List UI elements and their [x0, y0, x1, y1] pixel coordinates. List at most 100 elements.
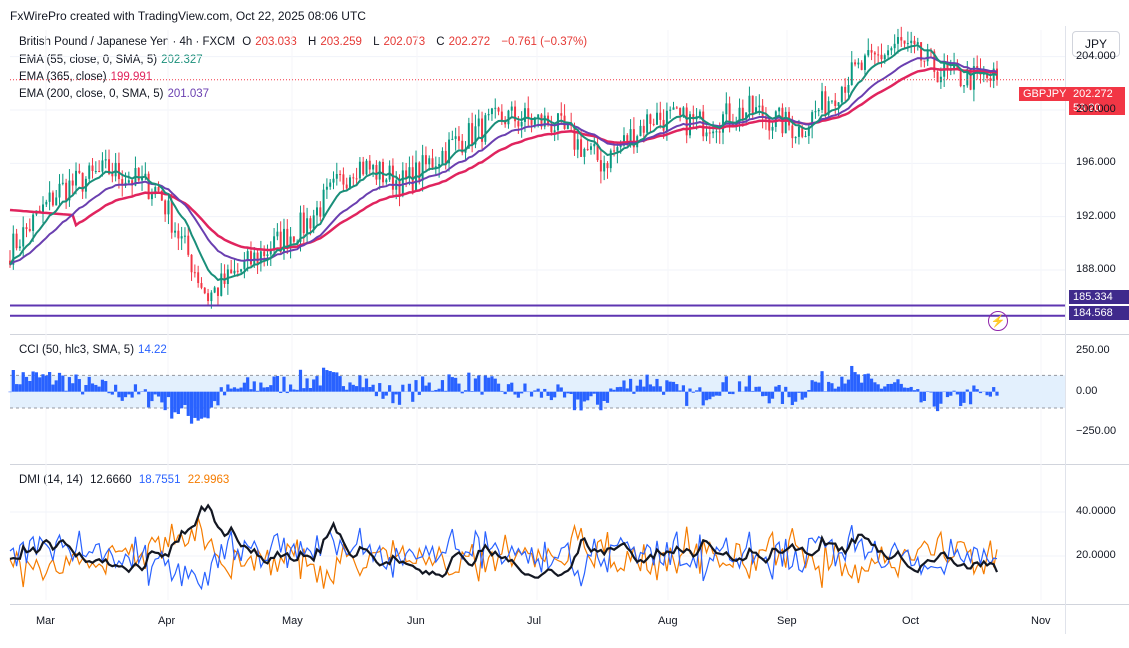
candle-body [174, 230, 177, 233]
cci-bar [846, 379, 851, 392]
candle-body [302, 212, 305, 234]
cci-bar [407, 383, 412, 392]
cci-bar [450, 377, 454, 392]
cci-bar [902, 387, 907, 392]
cci-bar [71, 383, 75, 392]
cci-bar [721, 382, 725, 392]
candle-body [220, 273, 223, 296]
cci-bar [803, 391, 808, 398]
cci-bar [186, 391, 190, 416]
candle-body [312, 215, 315, 229]
lightning-icon[interactable]: ⚡ [988, 311, 1008, 331]
cci-bar [975, 389, 979, 392]
candle-body [352, 177, 355, 179]
cci-bar [536, 388, 540, 392]
cci-bar [246, 377, 250, 392]
cci-bar [127, 391, 131, 395]
cci-bar [335, 372, 339, 392]
cci-bar [143, 389, 147, 392]
cci-bar [123, 391, 128, 398]
price-tick-label: 192.000 [1076, 209, 1116, 222]
cci-bar [302, 388, 306, 392]
price-tick-label: 196.000 [1076, 156, 1116, 169]
candle-body [147, 173, 150, 200]
cci-bar [189, 391, 194, 424]
candle-body [48, 192, 51, 202]
candle-body [722, 114, 725, 133]
cci-bar [315, 376, 319, 392]
candle-body [22, 227, 25, 247]
candle-body [497, 107, 500, 112]
cci-bar [836, 386, 841, 392]
ema200-line [9, 56, 998, 266]
candle-body [791, 125, 794, 139]
candle-body [375, 164, 378, 180]
candle-body [933, 51, 936, 72]
cci-bar [632, 391, 636, 394]
cci-pane [8, 365, 1065, 424]
currency-button[interactable]: JPY [1072, 31, 1120, 57]
cci-bar [724, 376, 728, 392]
cci-bar [8, 391, 12, 393]
candle-body [355, 178, 358, 180]
dmi-legend[interactable]: DMI (14, 14) 12.6660 18.7551 22.9963 [19, 474, 230, 486]
cci-bar [374, 391, 379, 397]
cci-bar [28, 380, 32, 392]
candle-body [675, 107, 678, 109]
cci-bar [909, 386, 913, 392]
cci-bar [364, 378, 369, 392]
cci-bar [176, 391, 180, 414]
time-tick-label: Sep [777, 615, 797, 627]
cci-bar [236, 388, 240, 392]
candle-body [659, 112, 662, 120]
candle-body [656, 112, 658, 125]
cci-bar [434, 389, 438, 392]
candle-body [200, 283, 203, 288]
cci-bar [711, 391, 715, 397]
candle-body [616, 147, 619, 152]
candle-body [75, 170, 78, 186]
cci-bar [645, 374, 649, 392]
candle-body [263, 251, 266, 257]
cci-bar [886, 383, 890, 392]
candle-body [438, 164, 441, 167]
cci-bar [794, 391, 798, 402]
candle-body [213, 287, 216, 293]
candle-body [276, 231, 279, 237]
symbol-name[interactable]: British Pound / Japanese Yen · 4h · FXCM [19, 36, 236, 48]
cci-bar [447, 374, 451, 392]
cci-bar [275, 376, 279, 392]
candle-body [863, 55, 866, 70]
candle-body [32, 214, 35, 231]
candle-body [108, 159, 111, 174]
candle-body [725, 103, 728, 115]
pane-separator[interactable] [10, 464, 1129, 465]
cci-bar [556, 384, 560, 392]
candle-body [451, 138, 454, 140]
cci-bar [242, 382, 246, 392]
cci-bar [635, 385, 639, 392]
candle-body [236, 270, 239, 272]
cci-bar [599, 391, 603, 411]
cci-bar [800, 391, 804, 400]
pane-separator[interactable] [10, 334, 1129, 335]
cci-bar [784, 386, 788, 392]
candle-body [986, 72, 989, 79]
candle-body [619, 145, 622, 148]
cci-legend[interactable]: CCI (50, hlc3, SMA, 5) 14.22 [19, 344, 167, 356]
candle-body [342, 174, 345, 185]
candle-body [936, 71, 939, 83]
cci-bar [549, 391, 553, 401]
ema200-legend[interactable]: EMA (200, close, 0, SMA, 5) 201.037 [19, 88, 210, 100]
candle-body [784, 111, 787, 134]
candle-body [441, 150, 444, 165]
candle-body [751, 95, 754, 114]
minus-di-line [9, 517, 998, 589]
candle-body [622, 135, 625, 146]
candle-body [698, 111, 701, 117]
candle-body [543, 115, 546, 127]
cci-bar [160, 391, 164, 403]
candle-body [167, 200, 170, 215]
candle-body [164, 200, 167, 215]
